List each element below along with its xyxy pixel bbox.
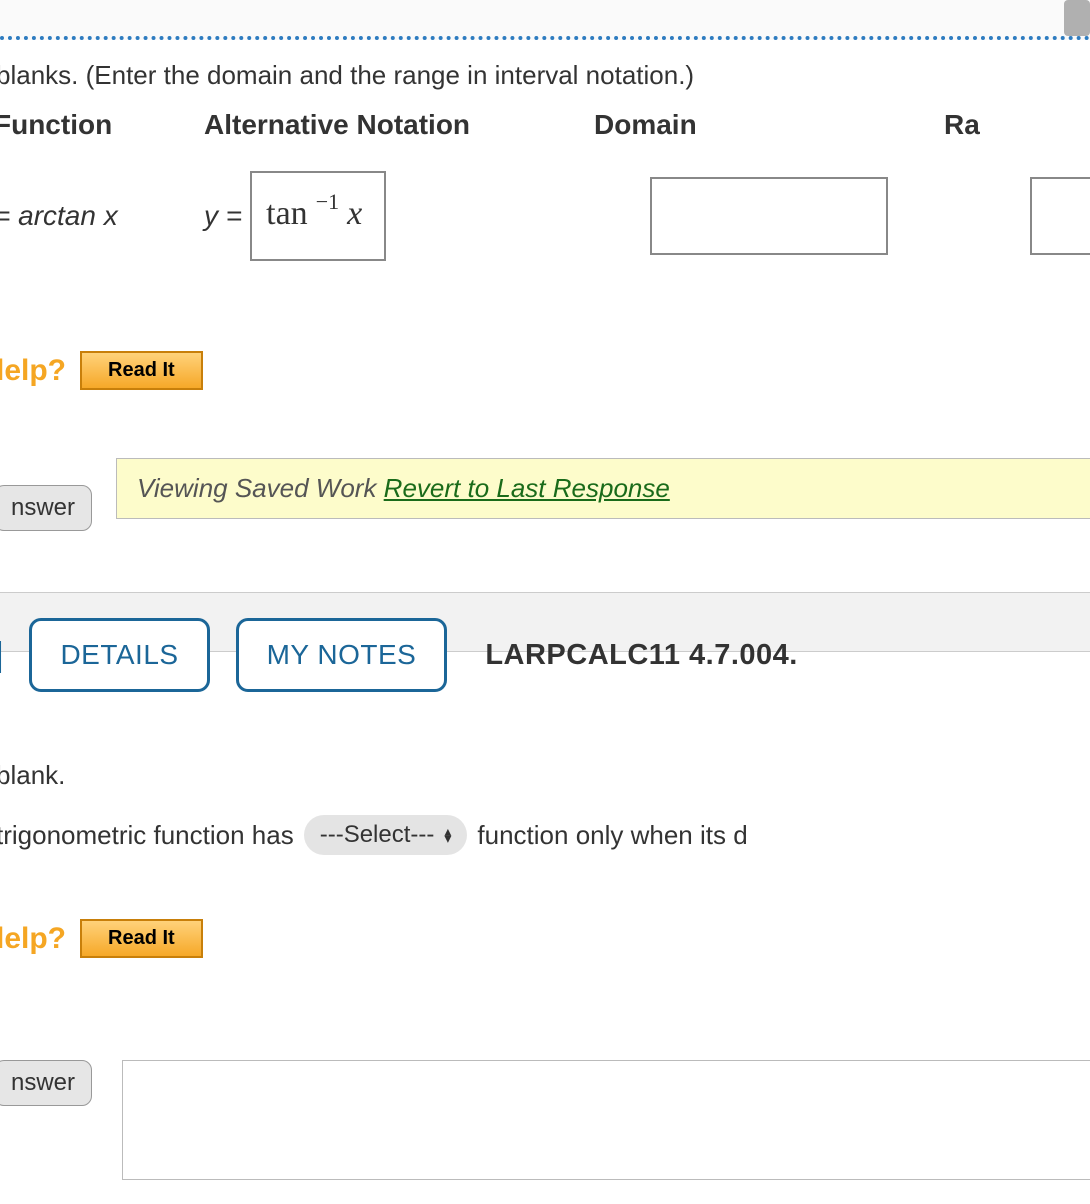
question-reference: LARPCALC11 4.7.004. bbox=[485, 639, 798, 672]
top-dotted-divider bbox=[0, 0, 1090, 40]
alternative-cell: y = tan −1 x bbox=[204, 171, 594, 261]
need-help-label-2: lelp? bbox=[0, 922, 66, 956]
header-function: Function bbox=[0, 109, 204, 141]
select-dropdown[interactable]: ---Select--- ▴▾ bbox=[304, 815, 468, 855]
header-alternative: Alternative Notation bbox=[204, 109, 594, 141]
saved-banner-text: Viewing Saved Work bbox=[137, 473, 384, 503]
function-cell: = arctan x bbox=[0, 200, 204, 232]
header-domain: Domain bbox=[594, 109, 944, 141]
domain-input[interactable] bbox=[650, 177, 888, 255]
bracket-icon: ] bbox=[0, 636, 3, 675]
scrollbar-handle[interactable] bbox=[1064, 0, 1090, 36]
alt-superscript: −1 bbox=[314, 191, 341, 213]
range-input[interactable] bbox=[1030, 177, 1090, 255]
question1-instruction: blanks. (Enter the domain and the range … bbox=[0, 50, 1090, 109]
alt-variable: x bbox=[347, 195, 362, 233]
read-it-button[interactable]: Read It bbox=[80, 351, 203, 390]
saved-work-banner: Viewing Saved Work Revert to Last Respon… bbox=[116, 458, 1090, 519]
table-row: = arctan x y = tan −1 x bbox=[0, 171, 1090, 261]
trig-text-after: function only when its d bbox=[477, 820, 747, 851]
question2-blank-line: blank. bbox=[0, 760, 1090, 791]
trig-text-before: trigonometric function has bbox=[0, 820, 294, 851]
table-header-row: Function Alternative Notation Domain Ra bbox=[0, 109, 1090, 171]
answer-tab-2[interactable]: nswer bbox=[0, 1060, 92, 1106]
function-text: = arctan x bbox=[0, 200, 118, 231]
alternative-notation-box[interactable]: tan −1 x bbox=[250, 171, 386, 261]
header-range: Ra bbox=[944, 109, 1090, 141]
chevron-updown-icon: ▴▾ bbox=[444, 828, 451, 842]
answer-panel bbox=[122, 1060, 1090, 1180]
sup-numerator: −1 bbox=[314, 191, 341, 213]
details-button[interactable]: DETAILS bbox=[29, 618, 209, 692]
alt-base: tan bbox=[266, 195, 308, 233]
alt-prefix: y = bbox=[204, 200, 242, 232]
revert-link[interactable]: Revert to Last Response bbox=[384, 473, 670, 503]
my-notes-button[interactable]: MY NOTES bbox=[236, 618, 448, 692]
answer-tab[interactable]: nswer bbox=[0, 485, 92, 531]
read-it-button-2[interactable]: Read It bbox=[80, 919, 203, 958]
need-help-label: lelp? bbox=[0, 354, 66, 388]
select-label: ---Select--- bbox=[320, 821, 435, 849]
